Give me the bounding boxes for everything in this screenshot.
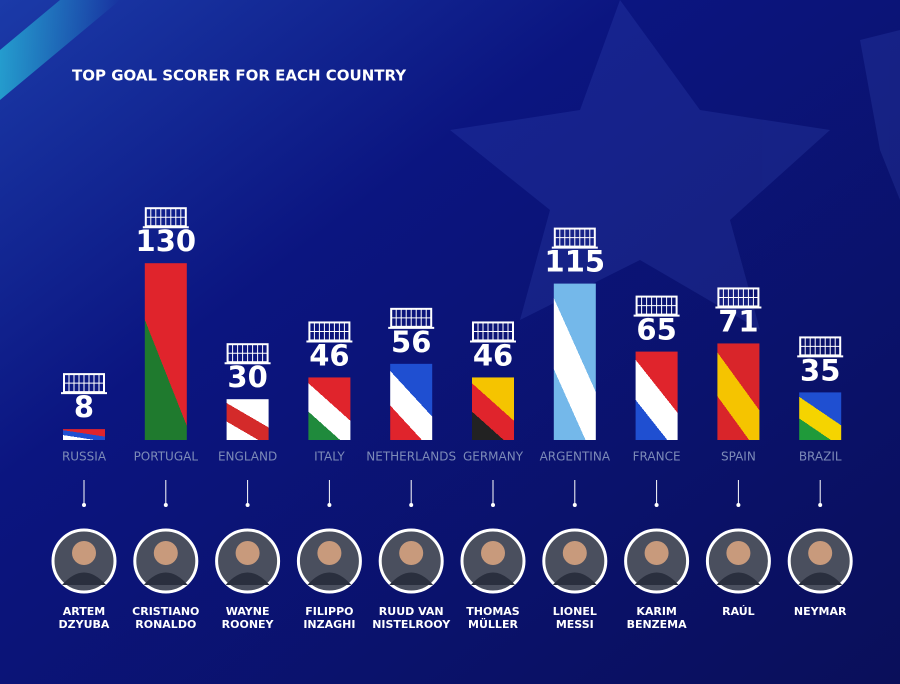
- connector-dot: [491, 503, 495, 507]
- player-head: [808, 541, 832, 565]
- value-label: 71: [718, 304, 758, 338]
- value-label: 8: [74, 390, 94, 424]
- bar: [799, 392, 841, 440]
- player-head: [645, 541, 669, 565]
- player-head: [72, 541, 96, 565]
- player-name: NEYMAR: [778, 605, 862, 618]
- value-label: 35: [800, 353, 840, 387]
- player-head: [399, 541, 423, 565]
- value-label: 46: [473, 338, 513, 372]
- player-head: [317, 541, 341, 565]
- value-label: 65: [636, 313, 676, 347]
- player-head: [236, 541, 260, 565]
- category-label: FRANCE: [633, 450, 681, 464]
- player-name: WAYNE ROONEY: [206, 605, 290, 631]
- category-label: SPAIN: [721, 450, 756, 464]
- chart-title: TOP GOAL SCORER FOR EACH COUNTRY: [72, 67, 407, 85]
- player-head: [481, 541, 505, 565]
- bar: [636, 352, 678, 440]
- value-label: 56: [391, 325, 431, 359]
- category-label: ARGENTINA: [540, 450, 611, 464]
- bar: [145, 263, 187, 440]
- category-label: NETHERLANDS: [366, 450, 456, 464]
- category-label: PORTUGAL: [134, 450, 199, 464]
- bar: [308, 377, 350, 440]
- bar: [390, 364, 432, 440]
- category-label: ITALY: [314, 450, 345, 464]
- player-head: [563, 541, 587, 565]
- player-name: THOMAS MÜLLER: [451, 605, 535, 631]
- category-label: RUSSIA: [62, 450, 107, 464]
- category-label: ENGLAND: [218, 450, 277, 464]
- player-head: [154, 541, 178, 565]
- value-label: 30: [227, 360, 267, 394]
- connector-dot: [82, 503, 86, 507]
- bar: [227, 399, 269, 440]
- bar: [472, 377, 514, 440]
- player-name: LIONEL MESSI: [533, 605, 617, 631]
- connector-dot: [409, 503, 413, 507]
- player-name: ARTEM DZYUBA: [42, 605, 126, 631]
- bar: [554, 284, 596, 440]
- value-label: 46: [309, 338, 349, 372]
- player-head: [726, 541, 750, 565]
- value-label: 130: [136, 224, 197, 258]
- bar: [63, 429, 105, 440]
- connector-dot: [164, 503, 168, 507]
- category-label: BRAZIL: [799, 450, 842, 464]
- player-name: FILIPPO INZAGHI: [287, 605, 371, 631]
- bar: [717, 343, 759, 440]
- connector-dot: [327, 503, 331, 507]
- connector-dot: [736, 503, 740, 507]
- connector-dot: [573, 503, 577, 507]
- connector-dot: [655, 503, 659, 507]
- player-name: RAÚL: [696, 605, 780, 618]
- connector-dot: [818, 503, 822, 507]
- player-name: KARIM BENZEMA: [615, 605, 699, 631]
- player-name: RUUD VAN NISTELROOY: [369, 605, 453, 631]
- value-label: 115: [545, 245, 606, 279]
- player-name: CRISTIANO RONALDO: [124, 605, 208, 631]
- category-label: GERMANY: [463, 450, 524, 464]
- connector-dot: [246, 503, 250, 507]
